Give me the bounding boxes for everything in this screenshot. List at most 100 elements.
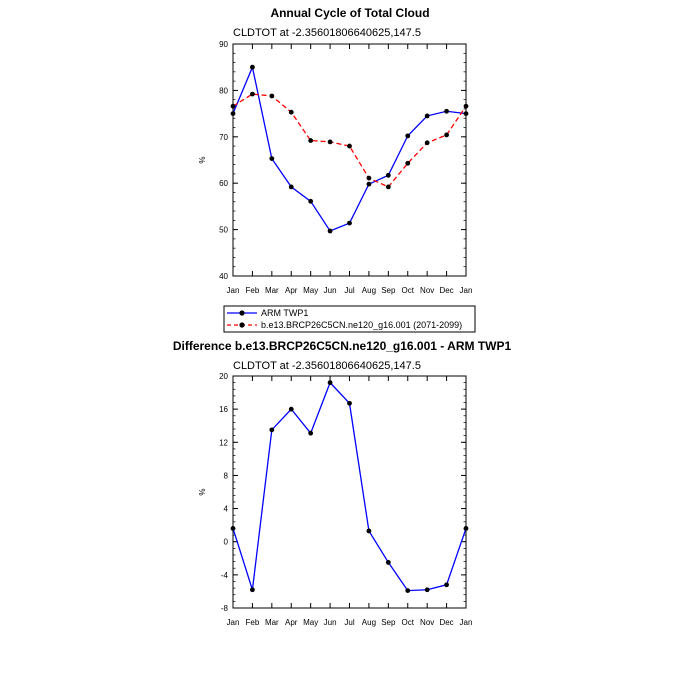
y-tick-label: 4: [224, 505, 229, 514]
legend: ARM TWP1 b.e13.BRCP26C5CN.ne120_g16.001 …: [223, 305, 476, 333]
y-axis-label: %: [198, 156, 207, 163]
x-tick-label: Apr: [285, 618, 298, 627]
x-tick-label: May: [303, 618, 318, 627]
legend-label-model: b.e13.BRCP26C5CN.ne120_g16.001 (2071-209…: [261, 320, 462, 330]
plot-frame: [232, 375, 467, 609]
data-point: [463, 103, 469, 109]
data-point: [288, 406, 294, 412]
data-point: [424, 113, 430, 119]
data-point: [463, 111, 469, 116]
x-tick-label: Mar: [265, 286, 279, 295]
data-point: [250, 91, 255, 97]
x-tick-label: Feb: [246, 618, 260, 627]
x-tick-label: Nov: [420, 618, 434, 627]
x-tick-label: Mar: [265, 618, 279, 627]
y-tick-label: 8: [224, 471, 229, 480]
x-tick-label: Sep: [381, 618, 396, 627]
y-tick-label: 16: [219, 405, 228, 414]
series-line-0: [232, 381, 467, 592]
data-point: [385, 560, 391, 565]
x-tick-label: Jan: [227, 618, 240, 627]
data-point: [444, 582, 449, 588]
y-tick-label: -8: [221, 604, 229, 613]
x-tick-label: Oct: [402, 618, 415, 627]
data-point: [308, 198, 314, 204]
x-tick-label: Nov: [420, 286, 434, 295]
y-tick-label: 90: [219, 40, 228, 49]
data-point: [444, 132, 449, 138]
data-point: [347, 220, 352, 226]
data-point: [405, 160, 411, 166]
x-tick-label: Aug: [362, 618, 376, 627]
axis-ticks: Jan Feb Mar Apr May Jun Jul Aug Sep Oct Nov Dec Jan 4…: [219, 40, 472, 295]
data-point: [327, 380, 333, 386]
data-point: [405, 133, 411, 139]
series-layer: [230, 64, 469, 234]
data-point: [288, 109, 294, 115]
y-axis-label: %: [198, 488, 207, 495]
data-point: [444, 108, 449, 114]
data-point: [269, 427, 275, 433]
data-point: [347, 400, 352, 406]
data-point: [366, 175, 372, 181]
chart-title: Difference b.e13.BRCP26C5CN.ne120_g16.00…: [173, 339, 512, 353]
series-line-0: [232, 65, 467, 232]
data-point: [269, 93, 275, 99]
x-tick-label: Sep: [381, 286, 396, 295]
chart-subtitle: CLDTOT at -2.35601806640625,147.5: [233, 27, 421, 39]
data-point: [308, 138, 314, 143]
x-tick-label: Jan: [460, 286, 473, 295]
data-point: [385, 172, 391, 178]
plot-frame: [232, 43, 467, 277]
legend-box: [223, 305, 476, 333]
x-tick-label: Jun: [324, 618, 337, 627]
data-point: [288, 184, 294, 190]
x-tick-label: Jul: [344, 286, 354, 295]
data-point: [327, 228, 333, 234]
x-tick-label: Oct: [402, 286, 415, 295]
data-point: [230, 103, 236, 109]
x-tick-label: Feb: [246, 286, 260, 295]
data-point: [424, 587, 430, 593]
data-point: [308, 430, 314, 436]
y-tick-label: 20: [219, 372, 228, 381]
y-tick-label: 12: [219, 438, 228, 447]
y-tick-label: -4: [221, 571, 229, 580]
x-tick-label: Dec: [439, 286, 453, 295]
x-tick-label: Dec: [439, 618, 453, 627]
chart-subtitle: CLDTOT at -2.35601806640625,147.5: [233, 360, 421, 372]
y-tick-label: 50: [219, 226, 228, 235]
axis-ticks: Jan Feb Mar Apr May Jun Jul Aug Sep Oct Nov Dec Jan -…: [219, 372, 472, 627]
series-layer: [230, 380, 469, 593]
data-point: [463, 526, 469, 531]
x-tick-label: May: [303, 286, 318, 295]
x-tick-label: Apr: [285, 286, 298, 295]
x-tick-label: Jun: [324, 286, 337, 295]
data-point: [424, 140, 430, 146]
legend-label-arm: ARM TWP1: [261, 308, 308, 318]
chart-title: Annual Cycle of Total Cloud: [270, 6, 429, 20]
y-tick-label: 40: [219, 272, 228, 281]
data-point: [269, 156, 275, 162]
x-tick-label: Jan: [460, 618, 473, 627]
x-tick-label: Aug: [362, 286, 376, 295]
data-point: [230, 526, 236, 531]
y-tick-label: 0: [224, 538, 229, 547]
data-point: [405, 588, 411, 593]
legend-marker-arm: [239, 310, 245, 316]
y-tick-label: 80: [219, 86, 228, 95]
data-point: [366, 528, 372, 534]
x-tick-label: Jul: [344, 618, 354, 627]
difference-chart: Difference b.e13.BRCP26C5CN.ne120_g16.00…: [173, 339, 512, 627]
legend-marker-model: [239, 322, 245, 328]
data-point: [347, 143, 352, 149]
x-tick-label: Jan: [227, 286, 240, 295]
data-point: [250, 587, 255, 593]
data-point: [327, 139, 333, 145]
data-point: [366, 181, 372, 187]
data-point: [385, 184, 391, 190]
data-point: [230, 111, 236, 116]
annual-cycle-chart: Annual Cycle of Total Cloud CLDTOT at -2…: [198, 6, 472, 295]
y-tick-label: 60: [219, 179, 228, 188]
